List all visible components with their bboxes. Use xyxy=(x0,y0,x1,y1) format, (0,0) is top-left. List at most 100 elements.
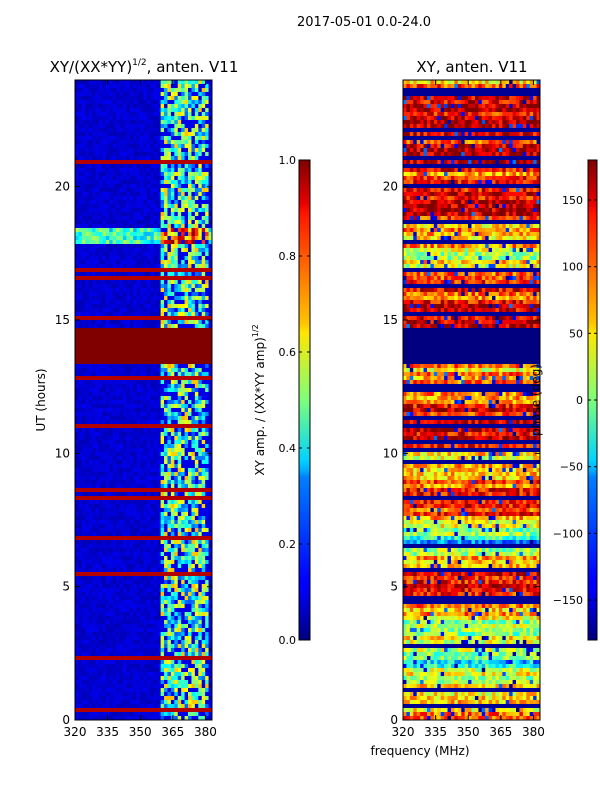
amp-heatmap-cell xyxy=(201,536,206,541)
amp-heatmap-cell xyxy=(188,356,192,361)
amp-heatmap-cell xyxy=(170,384,175,389)
amp-heatmap-cell xyxy=(157,552,162,557)
amp-heatmap-cell xyxy=(146,412,151,417)
amp-heatmap-cell xyxy=(188,516,192,521)
amp-heatmap-cell xyxy=(167,200,172,205)
amp-heatmap-cell xyxy=(98,304,103,309)
amp-heatmap-cell xyxy=(85,280,90,285)
amp-heatmap-cell xyxy=(140,104,144,109)
amp-heatmap-cell xyxy=(140,244,144,249)
amp-heatmap-cell xyxy=(198,468,203,473)
amp-heatmap-cell xyxy=(75,436,79,441)
amp-heatmap-cell xyxy=(164,324,168,329)
amp-heatmap-cell xyxy=(181,80,185,85)
amp-heatmap-cell xyxy=(98,360,103,365)
amp-heatmap-cell xyxy=(194,516,199,521)
amp-heatmap-cell xyxy=(140,552,144,557)
amp-heatmap-cell xyxy=(109,308,114,313)
amp-heatmap-cell xyxy=(167,84,172,89)
amp-heatmap-cell xyxy=(102,308,107,313)
amp-heatmap-cell xyxy=(85,148,90,153)
amp-heatmap-cell xyxy=(105,468,110,473)
amp-heatmap-cell xyxy=(109,576,114,581)
amp-heatmap-cell xyxy=(112,348,117,353)
amp-heatmap-cell xyxy=(109,364,114,369)
amp-heatmap-cell xyxy=(160,428,165,433)
amp-heatmap-cell xyxy=(164,336,168,341)
amp-heatmap-cell xyxy=(208,244,213,249)
amp-heatmap-cell xyxy=(201,316,206,321)
amp-heatmap-cell xyxy=(122,516,127,521)
amp-heatmap-cell xyxy=(143,140,148,145)
amp-heatmap-cell xyxy=(78,316,83,321)
amp-heatmap-cell xyxy=(177,568,182,573)
amp-heatmap-cell xyxy=(160,344,165,349)
amp-heatmap-cell xyxy=(201,372,206,377)
amp-heatmap-cell xyxy=(116,276,120,281)
amp-heatmap-cell xyxy=(105,376,110,381)
amp-heatmap-cell xyxy=(78,204,83,209)
amp-heatmap-cell xyxy=(112,248,117,253)
amp-heatmap-cell xyxy=(85,112,90,117)
amp-heatmap-cell xyxy=(170,248,175,253)
amp-heatmap-cell xyxy=(174,80,179,85)
amp-heatmap-cell xyxy=(194,456,199,461)
amp-heatmap-cell xyxy=(153,124,158,129)
amp-heatmap-cell xyxy=(181,88,185,93)
amp-heatmap-cell xyxy=(150,428,155,433)
amp-heatmap-cell xyxy=(194,92,199,97)
amp-heatmap-cell xyxy=(181,516,185,521)
amp-heatmap-cell xyxy=(105,464,110,469)
amp-heatmap-cell xyxy=(98,252,103,257)
amp-heatmap-cell xyxy=(177,100,182,105)
amp-heatmap-cell xyxy=(78,352,83,357)
amp-heatmap-cell xyxy=(174,144,179,149)
amp-heatmap-cell xyxy=(95,452,100,457)
amp-heatmap-cell xyxy=(105,472,110,477)
amp-heatmap-cell xyxy=(129,160,134,165)
amp-heatmap-cell xyxy=(177,272,182,277)
amp-heatmap-cell xyxy=(153,376,158,381)
amp-heatmap-cell xyxy=(167,504,172,509)
amp-heatmap-cell xyxy=(201,468,206,473)
amp-heatmap-cell xyxy=(92,272,96,277)
amp-heatmap-cell xyxy=(140,188,144,193)
amp-heatmap-cell xyxy=(167,576,172,581)
amp-heatmap-cell xyxy=(177,252,182,257)
amp-heatmap-cell xyxy=(133,540,138,545)
amp-heatmap-cell xyxy=(112,128,117,133)
amp-heatmap-cell xyxy=(143,516,148,521)
amp-heatmap-cell xyxy=(88,344,93,349)
amp-heatmap-cell xyxy=(205,460,209,465)
amp-heatmap-cell xyxy=(119,484,124,489)
amp-heatmap-cell xyxy=(92,424,96,429)
amp-heatmap-cell xyxy=(109,376,114,381)
amp-heatmap-cell xyxy=(160,564,165,569)
amp-heatmap-cell xyxy=(188,364,192,369)
amp-heatmap-cell xyxy=(157,356,162,361)
amp-heatmap-cell xyxy=(136,532,141,537)
amp-heatmap-cell xyxy=(150,332,155,337)
amp-heatmap-cell xyxy=(143,288,148,293)
amp-heatmap-cell xyxy=(160,556,165,561)
amp-heatmap-cell xyxy=(201,360,206,365)
amp-heatmap-cell xyxy=(98,372,103,377)
amp-heatmap-cell xyxy=(205,400,209,405)
amp-heatmap-cell xyxy=(201,436,206,441)
amp-heatmap-cell xyxy=(136,208,141,213)
amp-heatmap-cell xyxy=(129,208,134,213)
amp-heatmap-cell xyxy=(143,216,148,221)
amp-heatmap-cell xyxy=(170,288,175,293)
amp-heatmap-cell xyxy=(126,456,131,461)
amp-heatmap-cell xyxy=(205,116,209,121)
amp-heatmap-cell xyxy=(150,104,155,109)
amp-heatmap-cell xyxy=(153,228,158,233)
amp-heatmap-cell xyxy=(136,136,141,141)
amp-heatmap-cell xyxy=(102,272,107,277)
amp-heatmap-cell xyxy=(198,536,203,541)
amp-heatmap-cell xyxy=(150,272,155,277)
amp-heatmap-cell xyxy=(188,316,192,321)
amp-heatmap-cell xyxy=(184,336,189,341)
amp-heatmap-cell xyxy=(75,420,79,425)
amp-heatmap-cell xyxy=(119,260,124,265)
